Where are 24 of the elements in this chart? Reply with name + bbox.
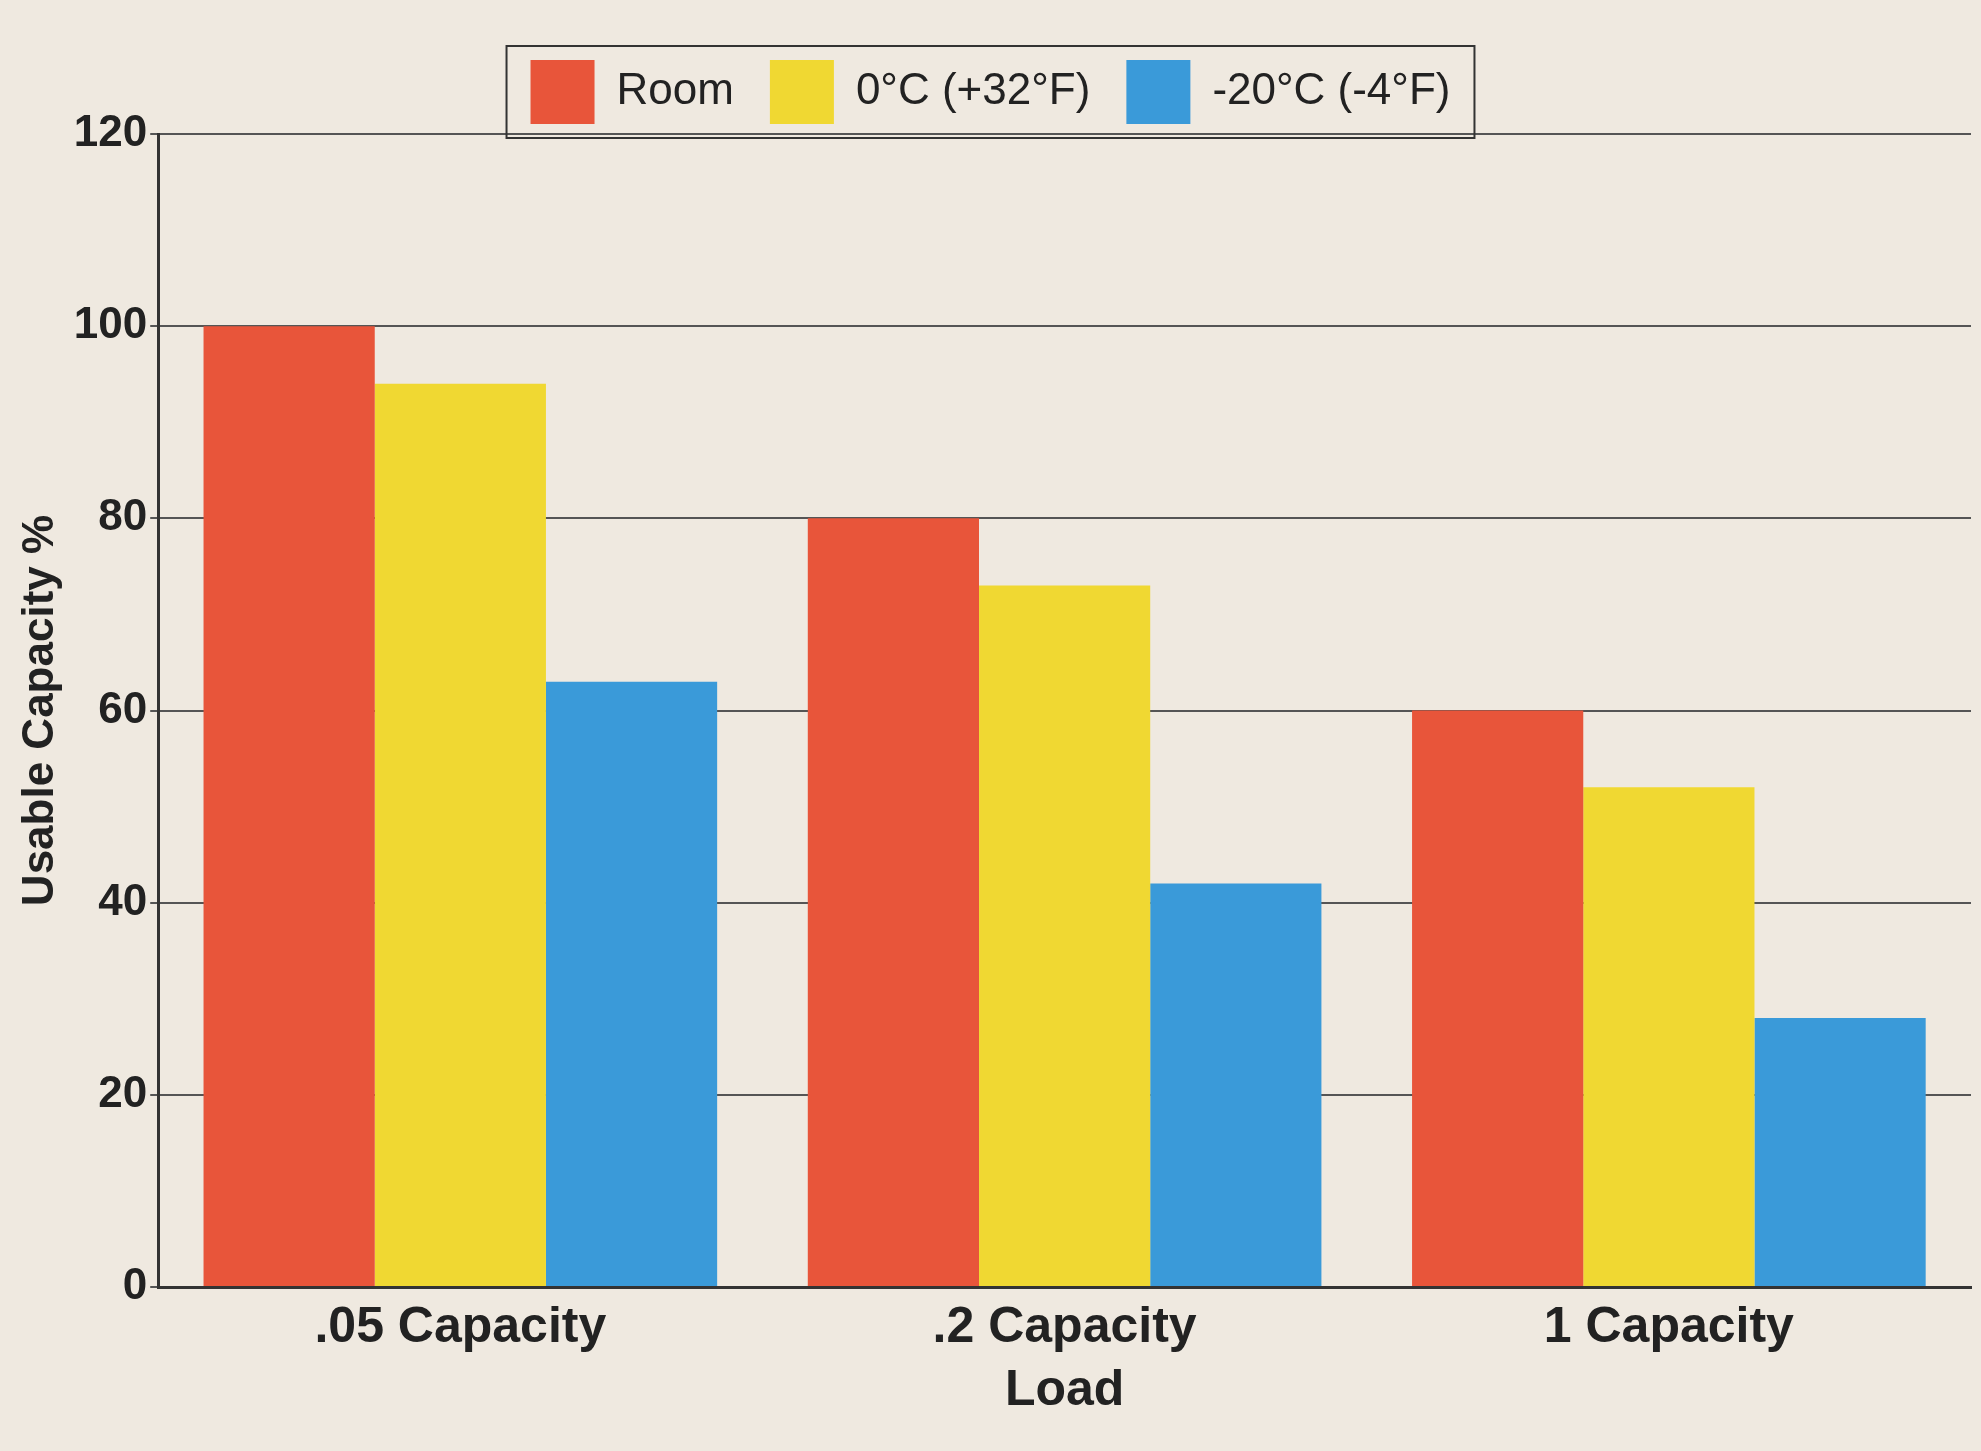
y-tick-label: 80 — [98, 490, 148, 540]
y-tick-label: 40 — [98, 874, 148, 924]
bar — [979, 585, 1151, 1286]
y-tick-label: 60 — [98, 682, 148, 732]
bar — [1583, 787, 1755, 1286]
legend-label: -20°C (-4°F) — [1212, 64, 1451, 114]
y-tick-label: 120 — [73, 106, 148, 156]
y-tick-label: 0 — [122, 1259, 148, 1309]
bar — [1412, 710, 1584, 1286]
y-tick-label: 100 — [73, 298, 148, 348]
legend-label: Room — [616, 64, 734, 114]
bar — [1754, 1017, 1926, 1286]
bar — [807, 518, 979, 1286]
legend-label: 0°C (+32°F) — [855, 64, 1091, 114]
x-tick-label: 1 Capacity — [1543, 1296, 1795, 1353]
x-tick-label: .2 Capacity — [932, 1296, 1197, 1353]
x-axis-title: Load — [1004, 1359, 1125, 1416]
bar — [545, 681, 718, 1286]
bar — [374, 383, 546, 1286]
y-axis-title: Usable Capacity % — [12, 514, 62, 907]
y-tick-label: 20 — [98, 1066, 148, 1116]
bar — [203, 326, 375, 1286]
bar — [1150, 883, 1322, 1286]
x-tick-label: .05 Capacity — [314, 1296, 607, 1353]
